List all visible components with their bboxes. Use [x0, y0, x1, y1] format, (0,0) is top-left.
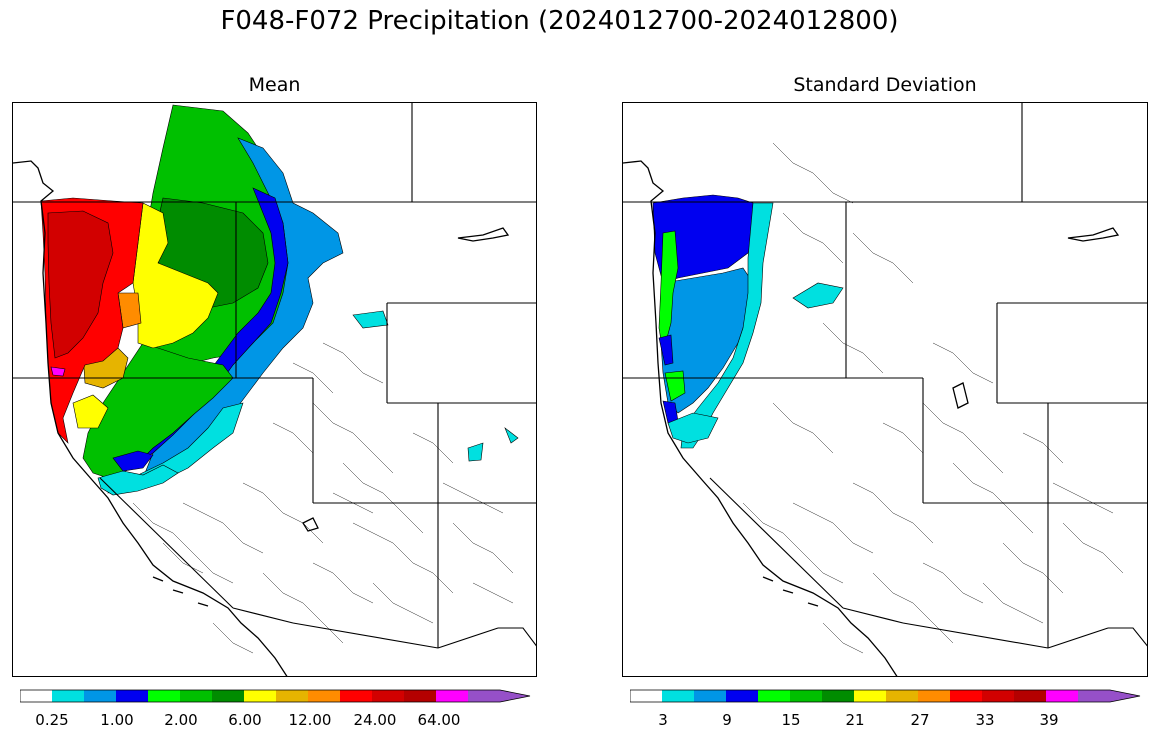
region-yellow-south — [72, 394, 109, 429]
mean-colorbar-swatch — [84, 690, 116, 702]
mean-colorbar-swatch — [148, 690, 180, 702]
mean-colorbar-swatch — [468, 690, 530, 702]
stddev-tick-label: 9 — [722, 711, 732, 729]
region-cyan-spot1 — [352, 310, 389, 329]
stddev-panel-title: Standard Deviation — [793, 74, 977, 96]
stddev-regions — [652, 194, 844, 449]
mean-colorbar-swatch — [436, 690, 468, 702]
mean-colorbar-outline — [20, 689, 531, 703]
mean-colorbar-swatch — [404, 690, 436, 702]
mean-tick-label: 64.00 — [417, 711, 461, 729]
mean-colorbar-swatch — [308, 690, 340, 702]
stddev-colorbar-swatch — [950, 690, 982, 702]
mean-colorbar-ticks: 0.25 1.00 2.00 6.00 12.00 24.00 64.00 — [20, 711, 532, 731]
stddev-colorbar-ticks: 3 9 15 21 27 33 39 — [630, 711, 1142, 731]
mean-boundaries — [13, 103, 536, 649]
mean-colorbar-swatch — [212, 690, 244, 702]
mean-colorbar-swatch — [276, 690, 308, 702]
sd-region-cyan-spot — [792, 282, 844, 309]
mean-colorbar-swatch — [20, 690, 52, 702]
mean-colorbar-swatch — [116, 690, 148, 702]
mean-map — [12, 102, 537, 677]
stddev-colorbar-swatch — [630, 690, 662, 702]
stddev-colorbar-swatch — [790, 690, 822, 702]
stddev-colorbar-swatch — [1078, 690, 1140, 702]
region-cyan-spot2 — [467, 442, 484, 462]
mean-colorbar-swatch — [340, 690, 372, 702]
stddev-basin-lines — [742, 142, 1124, 654]
mean-tick-label: 0.25 — [35, 711, 69, 729]
stddev-coastline — [623, 160, 1120, 676]
mean-colorbar-swatch — [244, 690, 276, 702]
sd-region-darkblue-coast — [658, 334, 674, 366]
mean-tick-label: 6.00 — [228, 711, 262, 729]
mean-coastline — [13, 160, 510, 676]
mean-colorbar — [20, 689, 531, 703]
mean-tick-label: 1.00 — [100, 711, 134, 729]
region-magenta-spot — [50, 366, 66, 377]
sd-region-cyan-south — [667, 412, 719, 444]
stddev-colorbar-swatch — [1046, 690, 1078, 702]
stddev-colorbar — [630, 689, 1141, 703]
stddev-tick-label: 39 — [1039, 711, 1059, 729]
mean-colorbar-swatch — [52, 690, 84, 702]
region-darkred-coast — [47, 210, 114, 359]
mean-colorbar-swatch — [180, 690, 212, 702]
stddev-colorbar-swatch — [662, 690, 694, 702]
stddev-colorbar-swatch — [1014, 690, 1046, 702]
mean-panel-title: Mean — [248, 74, 301, 96]
figure-title: F048-F072 Precipitation (2024012700-2024… — [220, 6, 899, 36]
stddev-boundaries — [623, 103, 1147, 649]
stddev-colorbar-swatch — [854, 690, 886, 702]
stddev-colorbar-swatch — [726, 690, 758, 702]
mean-precip-regions — [40, 104, 519, 496]
region-cyan-spot3 — [504, 427, 519, 444]
mean-basin-lines — [132, 342, 514, 654]
stddev-colorbar-swatch — [694, 690, 726, 702]
stddev-colorbar-swatch — [758, 690, 790, 702]
mean-tick-label: 12.00 — [288, 711, 332, 729]
stddev-tick-label: 21 — [845, 711, 865, 729]
mean-tick-label: 2.00 — [164, 711, 198, 729]
mean-tick-label: 24.00 — [353, 711, 397, 729]
stddev-colorbar-outline — [630, 689, 1141, 703]
stddev-colorbar-swatch — [886, 690, 918, 702]
stddev-tick-label: 27 — [910, 711, 930, 729]
stddev-colorbar-swatch — [982, 690, 1014, 702]
stddev-tick-label: 15 — [781, 711, 801, 729]
region-blue-south — [112, 450, 154, 472]
stddev-tick-label: 3 — [658, 711, 668, 729]
stddev-colorbar-swatch — [918, 690, 950, 702]
stddev-colorbar-swatch — [822, 690, 854, 702]
stddev-tick-label: 33 — [975, 711, 995, 729]
region-cyan-south — [97, 464, 179, 496]
sd-region-green-coast — [658, 230, 679, 354]
stddev-map — [622, 102, 1148, 677]
mean-colorbar-swatch — [372, 690, 404, 702]
